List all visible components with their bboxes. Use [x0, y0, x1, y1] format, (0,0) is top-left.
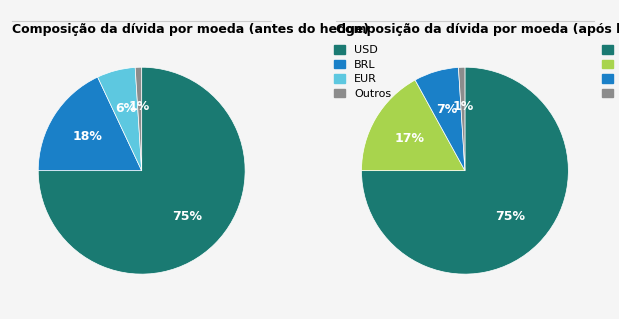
Text: 1%: 1%	[452, 100, 474, 113]
Text: Composição da dívida por moeda (após hedge): Composição da dívida por moeda (após hed…	[335, 23, 619, 36]
Wedge shape	[361, 67, 568, 274]
Text: 1%: 1%	[129, 100, 150, 113]
Legend: USD, BRL, EUR, Outros: USD, BRL, EUR, Outros	[331, 42, 395, 102]
Wedge shape	[135, 67, 142, 171]
Wedge shape	[38, 67, 245, 274]
Text: 17%: 17%	[395, 131, 425, 145]
Text: 7%: 7%	[436, 103, 457, 115]
Text: Composição da dívida por moeda (antes do hedge): Composição da dívida por moeda (antes do…	[12, 23, 370, 36]
Legend: USD, Hedge para USD, BRL, Outros: USD, Hedge para USD, BRL, Outros	[599, 42, 619, 102]
Text: 18%: 18%	[72, 130, 103, 143]
Text: 6%: 6%	[115, 102, 136, 115]
Text: 75%: 75%	[495, 210, 526, 223]
Wedge shape	[38, 77, 142, 171]
Wedge shape	[415, 67, 465, 171]
Text: 75%: 75%	[172, 210, 202, 223]
Wedge shape	[98, 67, 142, 171]
Wedge shape	[459, 67, 465, 171]
Wedge shape	[361, 80, 465, 171]
